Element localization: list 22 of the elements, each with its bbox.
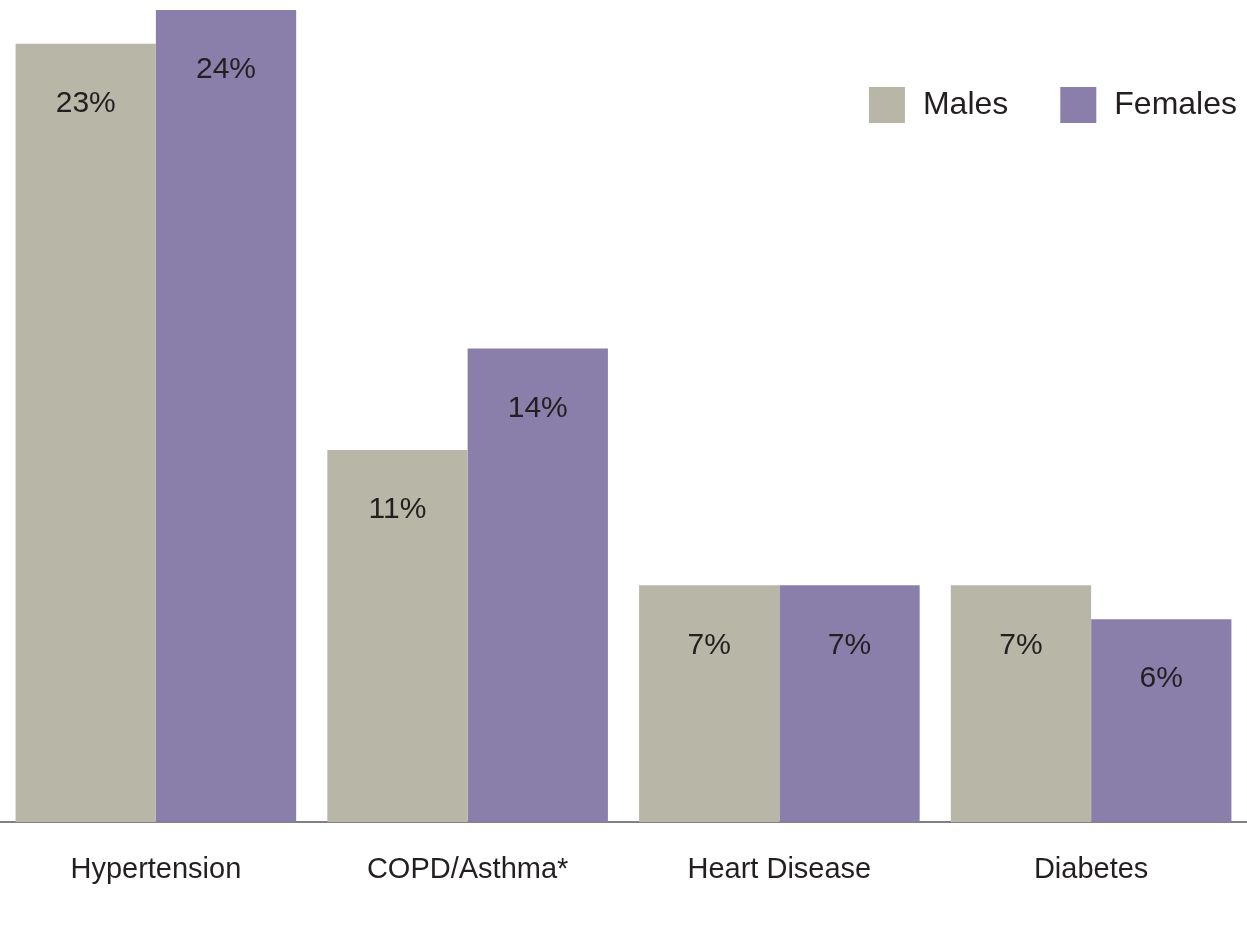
legend-label: Males bbox=[922, 84, 1009, 121]
data-label: 11% bbox=[368, 491, 427, 525]
data-label: 14% bbox=[507, 389, 568, 423]
data-label: 23% bbox=[55, 85, 116, 119]
x-tick-label: Hypertension bbox=[70, 851, 242, 884]
bar bbox=[467, 348, 608, 823]
bar bbox=[327, 449, 468, 823]
bar bbox=[950, 585, 1092, 823]
data-label: 24% bbox=[196, 51, 257, 85]
data-label: 7% bbox=[687, 626, 731, 660]
x-tick-label: Heart Disease bbox=[687, 851, 872, 884]
x-tick-label: COPD/Asthma* bbox=[366, 851, 569, 884]
bar bbox=[155, 10, 297, 823]
data-label: 7% bbox=[827, 626, 872, 660]
legend-label: Females bbox=[1114, 84, 1237, 121]
bar bbox=[639, 585, 780, 823]
bar bbox=[779, 585, 920, 823]
data-label: 6% bbox=[1139, 660, 1183, 694]
data-label: 7% bbox=[999, 626, 1043, 660]
bar bbox=[15, 43, 156, 823]
bar bbox=[1091, 619, 1232, 823]
x-tick-label: Diabetes bbox=[1033, 851, 1149, 884]
